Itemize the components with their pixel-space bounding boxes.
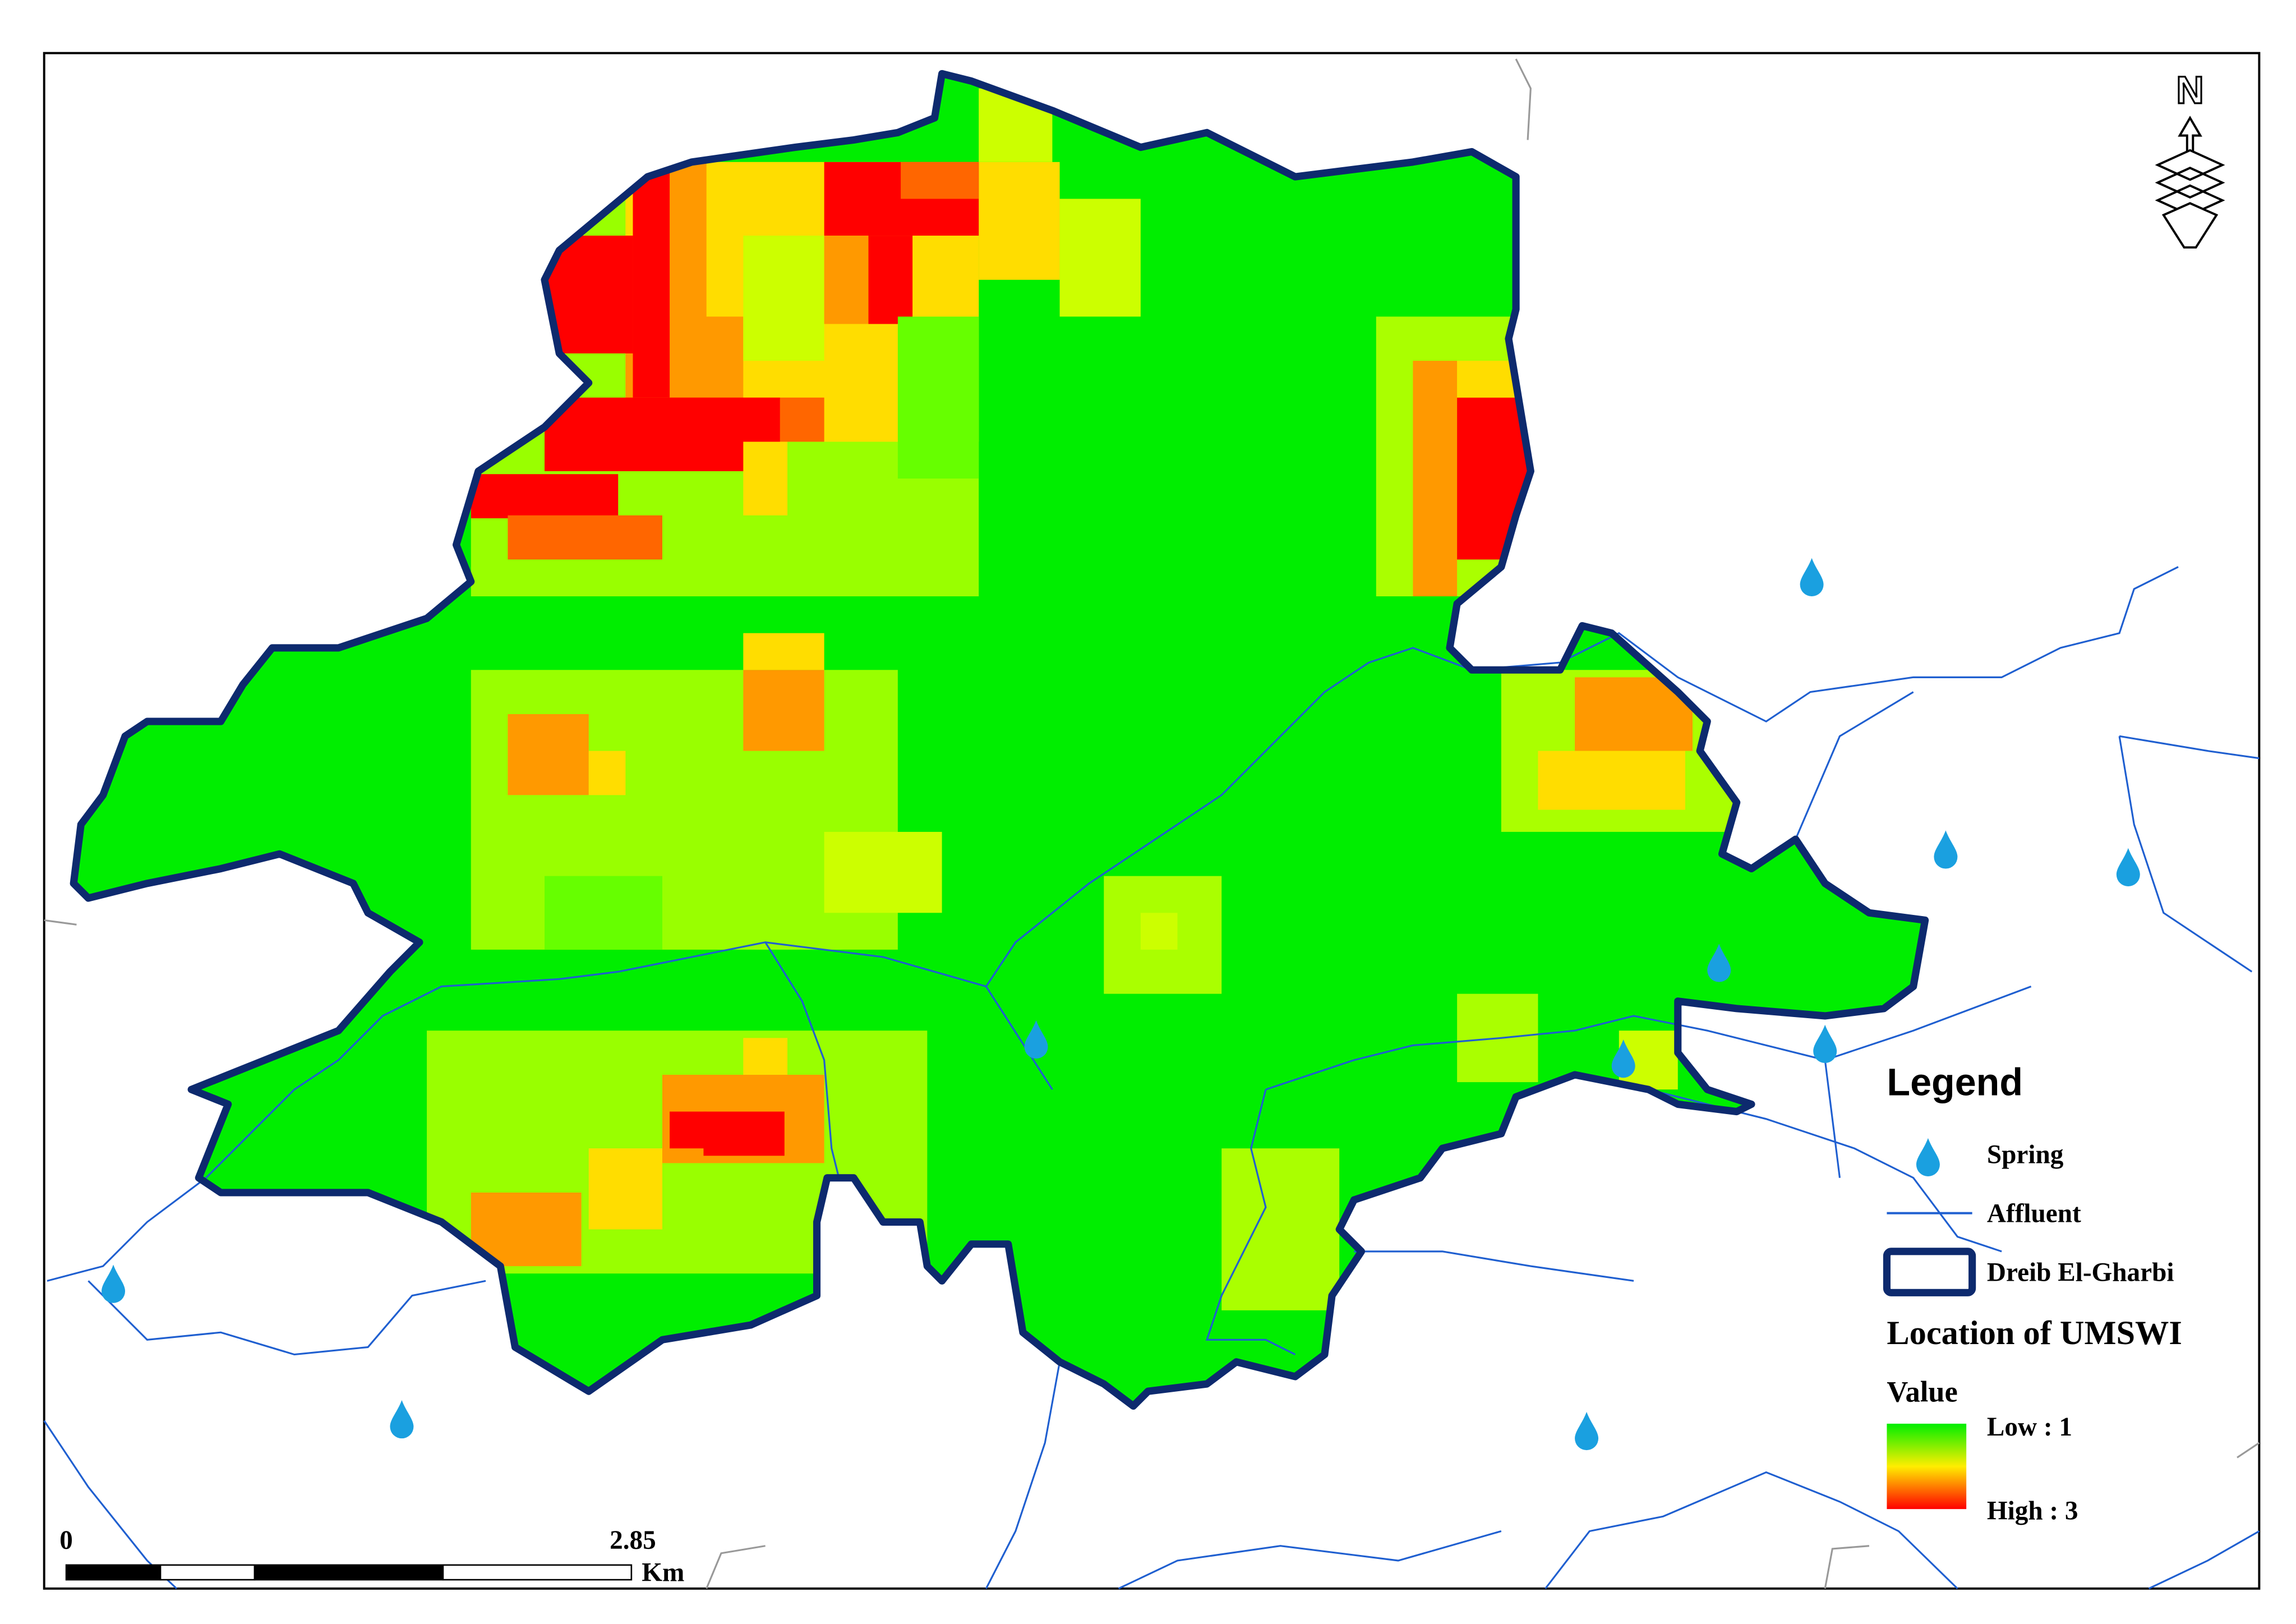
raster-cell (670, 1111, 707, 1149)
north-label: N (2176, 69, 2203, 112)
raster-cell (868, 236, 913, 324)
raster-cell (703, 1111, 785, 1156)
legend-item: Dreib El-Gharbi (1987, 1258, 2174, 1287)
raster-cell (824, 236, 869, 324)
raster-cell (780, 397, 824, 442)
scale-start: 0 (59, 1526, 73, 1555)
raster-cell (743, 1038, 788, 1075)
raster-cell (588, 1148, 662, 1230)
raster-cell (633, 162, 670, 398)
scale-segment (442, 1564, 633, 1581)
legend-low: Low : 1 (1987, 1413, 2072, 1442)
raster-cell (1538, 751, 1685, 810)
legend-high: High : 3 (1987, 1497, 2078, 1526)
legend-item: Affluent (1987, 1199, 2081, 1228)
scale-segment (159, 1564, 256, 1581)
raster-cell (588, 751, 626, 795)
north-arrow: N (2155, 68, 2225, 249)
raster-cell (824, 831, 942, 913)
raster-cell (1413, 361, 1458, 597)
scale-segment (65, 1564, 162, 1581)
legend-boundary-symbol (1883, 1248, 1976, 1296)
roads (44, 58, 2260, 1589)
legend-title: Legend (1887, 1061, 2023, 1104)
scale-end: 2.85 (610, 1526, 656, 1555)
raster-cell (670, 162, 707, 398)
raster-cell (743, 670, 824, 751)
raster-cell (545, 397, 780, 471)
legend-layer: Location of UMSWI (1887, 1314, 2182, 1352)
raster-cell (508, 515, 662, 560)
scale-unit: Km (642, 1558, 684, 1588)
raster-cell (979, 162, 1060, 280)
raster-cell (1140, 913, 1178, 950)
scale-bar: 0 2.85 Km (59, 1526, 684, 1588)
scale-segment (253, 1564, 444, 1581)
legend: Legend Spring Affluent Dreib El-Gharbi L… (1883, 1061, 2182, 1526)
raster-cell (901, 162, 979, 199)
legend-field: Value (1887, 1376, 1957, 1409)
raster-cell (897, 316, 979, 479)
raster-cell (743, 236, 824, 361)
raster-cell (1221, 1148, 1340, 1310)
raster-cell (743, 441, 788, 516)
legend-item: Spring (1987, 1140, 2064, 1169)
legend-ramp (1887, 1423, 1967, 1510)
raster-cell (471, 474, 619, 518)
raster-cell (743, 633, 824, 670)
raster-cell (1059, 199, 1141, 317)
raster-cell (508, 714, 589, 795)
raster-cell (545, 876, 662, 950)
